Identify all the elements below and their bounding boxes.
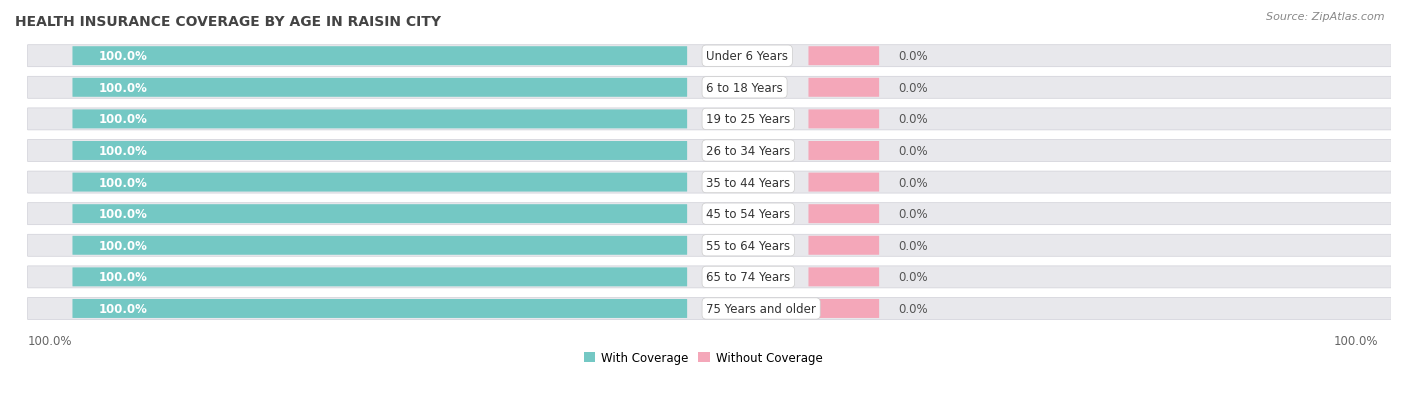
Text: 65 to 74 Years: 65 to 74 Years [706,271,790,284]
Text: 100.0%: 100.0% [98,208,148,221]
Text: 0.0%: 0.0% [898,50,928,63]
Text: 100.0%: 100.0% [98,113,148,126]
FancyBboxPatch shape [808,110,879,129]
FancyBboxPatch shape [808,299,879,318]
Text: 45 to 54 Years: 45 to 54 Years [706,208,790,221]
FancyBboxPatch shape [808,236,879,255]
FancyBboxPatch shape [808,47,879,66]
FancyBboxPatch shape [808,205,879,223]
Text: 0.0%: 0.0% [898,271,928,284]
Text: 100.0%: 100.0% [28,335,72,347]
Text: 55 to 64 Years: 55 to 64 Years [706,239,790,252]
FancyBboxPatch shape [28,172,1391,194]
Text: Source: ZipAtlas.com: Source: ZipAtlas.com [1267,12,1385,22]
FancyBboxPatch shape [73,268,688,287]
FancyBboxPatch shape [73,205,688,223]
FancyBboxPatch shape [73,78,688,97]
FancyBboxPatch shape [808,268,879,287]
Text: 0.0%: 0.0% [898,208,928,221]
FancyBboxPatch shape [808,173,879,192]
Text: 100.0%: 100.0% [98,239,148,252]
Text: 100.0%: 100.0% [98,50,148,63]
Text: 100.0%: 100.0% [1334,335,1378,347]
Text: Under 6 Years: Under 6 Years [706,50,789,63]
Legend: With Coverage, Without Coverage: With Coverage, Without Coverage [579,347,827,369]
Text: 35 to 44 Years: 35 to 44 Years [706,176,790,189]
Text: 0.0%: 0.0% [898,145,928,158]
FancyBboxPatch shape [28,235,1391,256]
Text: 26 to 34 Years: 26 to 34 Years [706,145,790,158]
FancyBboxPatch shape [28,298,1391,320]
Text: 100.0%: 100.0% [98,176,148,189]
FancyBboxPatch shape [28,266,1391,288]
FancyBboxPatch shape [28,77,1391,99]
FancyBboxPatch shape [28,140,1391,162]
Text: 0.0%: 0.0% [898,239,928,252]
FancyBboxPatch shape [73,47,688,66]
Text: 0.0%: 0.0% [898,82,928,95]
Text: HEALTH INSURANCE COVERAGE BY AGE IN RAISIN CITY: HEALTH INSURANCE COVERAGE BY AGE IN RAIS… [15,15,441,29]
FancyBboxPatch shape [73,110,688,129]
FancyBboxPatch shape [28,45,1391,68]
Text: 0.0%: 0.0% [898,176,928,189]
FancyBboxPatch shape [73,236,688,255]
Text: 19 to 25 Years: 19 to 25 Years [706,113,790,126]
FancyBboxPatch shape [73,173,688,192]
FancyBboxPatch shape [28,203,1391,225]
Text: 100.0%: 100.0% [98,302,148,315]
FancyBboxPatch shape [28,109,1391,131]
Text: 0.0%: 0.0% [898,302,928,315]
Text: 100.0%: 100.0% [98,82,148,95]
FancyBboxPatch shape [73,299,688,318]
FancyBboxPatch shape [808,78,879,97]
FancyBboxPatch shape [808,142,879,161]
Text: 100.0%: 100.0% [98,145,148,158]
Text: 6 to 18 Years: 6 to 18 Years [706,82,783,95]
Text: 100.0%: 100.0% [98,271,148,284]
Text: 75 Years and older: 75 Years and older [706,302,815,315]
FancyBboxPatch shape [73,142,688,161]
Text: 0.0%: 0.0% [898,113,928,126]
